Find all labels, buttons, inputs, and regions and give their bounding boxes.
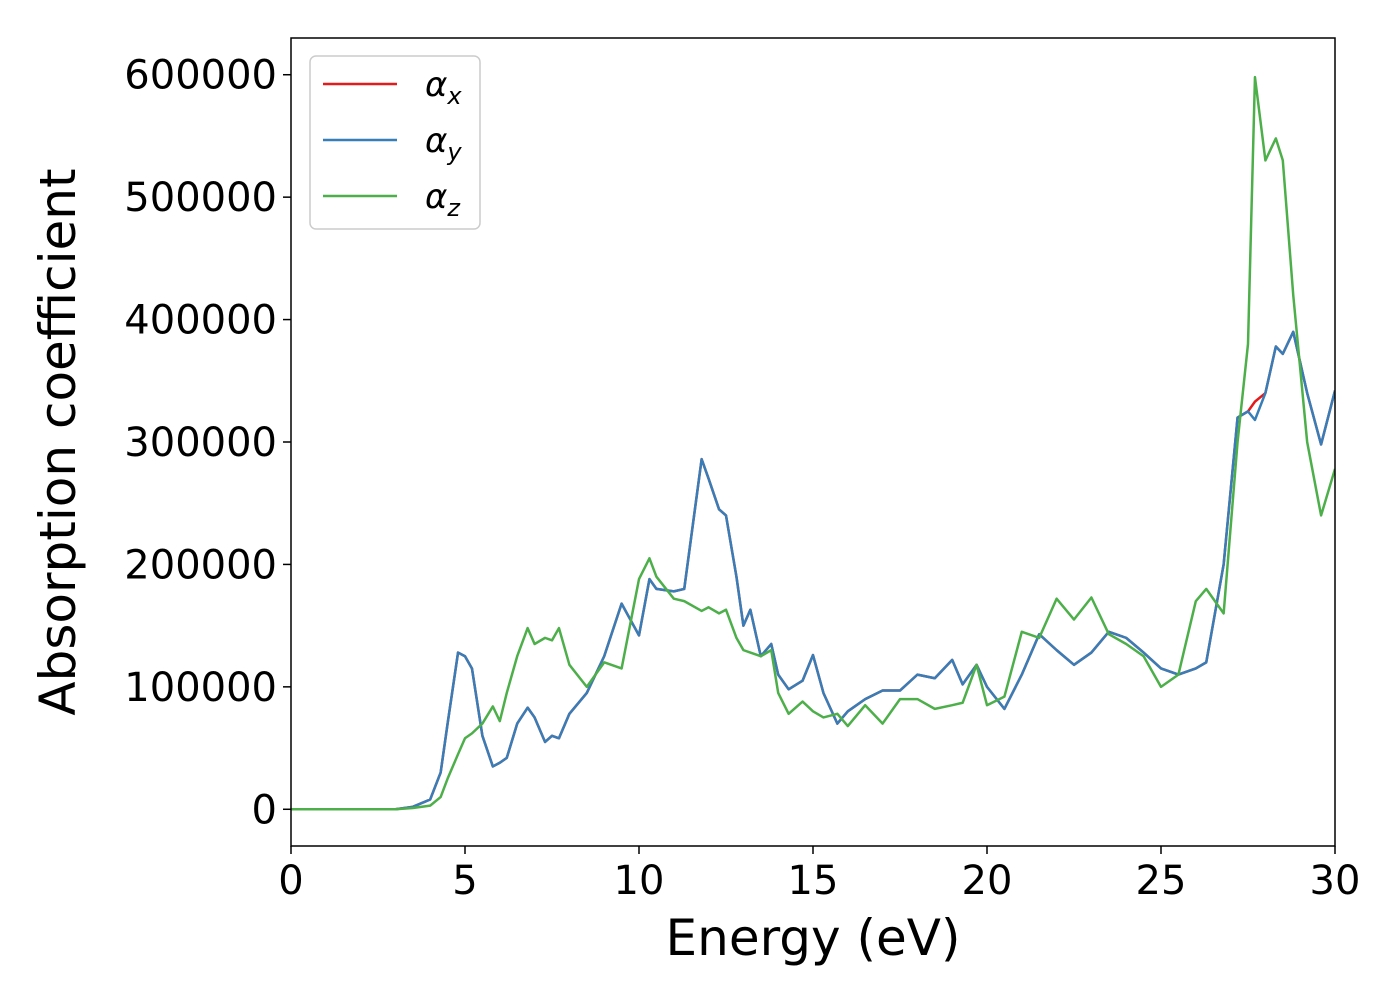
y-tick-label: 600000	[124, 53, 277, 99]
y-tick-label: 0	[252, 787, 277, 833]
legend-label: αx	[425, 65, 462, 110]
x-tick-label: 5	[452, 858, 477, 904]
legend-box	[309, 55, 481, 230]
y-tick-label: 500000	[124, 175, 277, 221]
legend-label: αy	[425, 121, 462, 166]
y-tick-label: 400000	[124, 298, 277, 344]
legend: αx αy αz	[309, 55, 481, 230]
x-tick-label: 10	[614, 858, 665, 904]
legend-label: αz	[425, 177, 461, 222]
plot-frame	[290, 37, 1336, 847]
x-tick-label: 20	[962, 858, 1013, 904]
x-tick-label: 0	[278, 858, 303, 904]
series-line	[291, 330, 1335, 811]
x-tick-label: 25	[1136, 858, 1187, 904]
y-tick-label: 100000	[124, 665, 277, 711]
series-line	[291, 330, 1335, 811]
y-axis-label: Absorption coefficient	[29, 168, 87, 715]
y-tick-label: 200000	[124, 542, 277, 588]
x-tick-label: 15	[788, 858, 839, 904]
series-line	[291, 75, 1335, 811]
y-tick-label: 300000	[124, 420, 277, 466]
x-axis-label: Energy (eV)	[666, 909, 961, 967]
x-tick-label: 30	[1310, 858, 1361, 904]
